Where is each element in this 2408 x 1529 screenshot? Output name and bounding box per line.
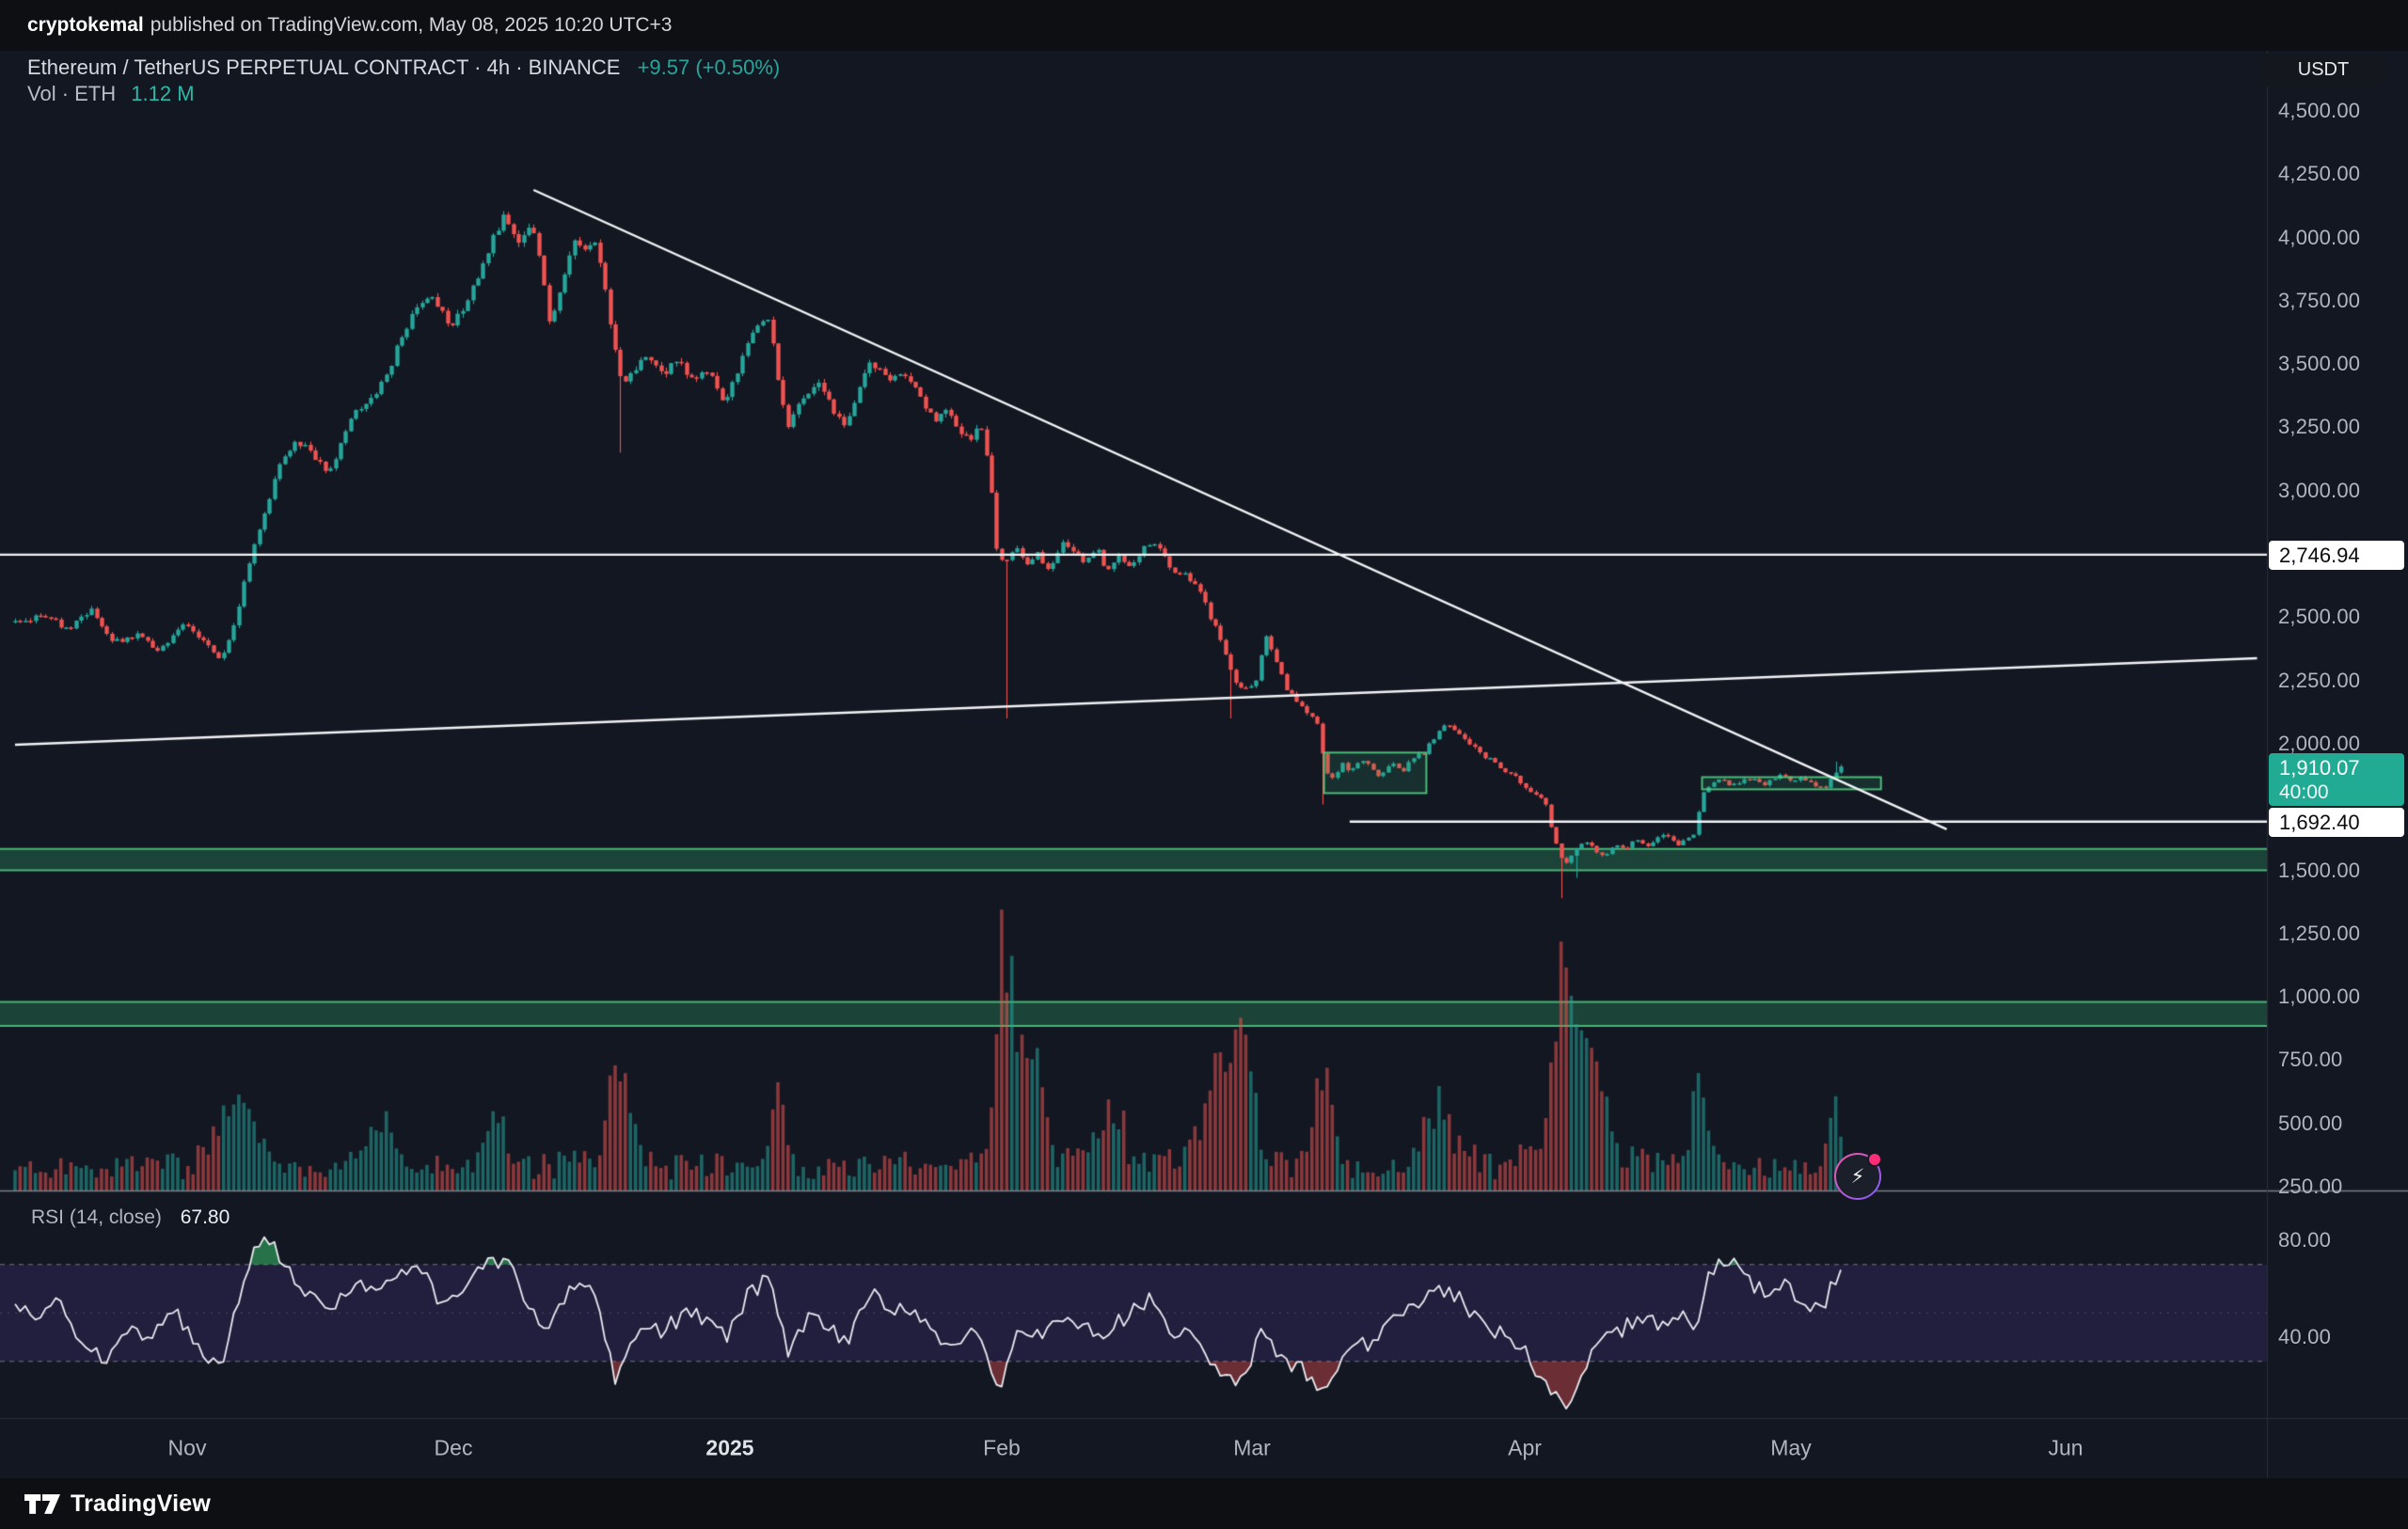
- last-price-value: 1,910.07: [2279, 756, 2360, 780]
- price-tick-1000: 1,000.00: [2278, 985, 2361, 1009]
- tradingview-brand[interactable]: TradingView: [71, 1490, 212, 1517]
- symbol-title: Ethereum / TetherUS PERPETUAL CONTRACT ·…: [27, 55, 621, 79]
- ideas-flash-button[interactable]: ⚡: [1834, 1152, 1882, 1200]
- level-price-label-support: 1,692.40: [2269, 807, 2404, 837]
- volume-label: Vol · ETH: [27, 82, 117, 105]
- price-tick-2500: 2,500.00: [2278, 605, 2361, 629]
- level-price-label-resistance: 2,746.94: [2269, 540, 2404, 570]
- time-tick-Dec: Dec: [434, 1435, 473, 1460]
- price-scale[interactable]: 2,746.94 1,692.40 1,910.07 40:00 4,500.0…: [2267, 51, 2408, 1478]
- last-price-label: 1,910.07 40:00: [2269, 753, 2404, 807]
- time-tick-Nov: Nov: [167, 1435, 207, 1460]
- price-tick-1250: 1,250.00: [2278, 921, 2361, 945]
- price-tick-2250: 2,250.00: [2278, 668, 2361, 692]
- price-tick-3250: 3,250.00: [2278, 415, 2361, 439]
- rsi-legend: RSI (14, close) 67.80: [31, 1206, 230, 1229]
- time-tick-Jun: Jun: [2048, 1435, 2083, 1460]
- time-tick-Mar: Mar: [1233, 1435, 1271, 1460]
- price-tick-2000: 2,000.00: [2278, 731, 2361, 755]
- price-tick-3500: 3,500.00: [2278, 352, 2361, 376]
- notification-dot: [1867, 1152, 1882, 1167]
- bar-countdown: 40:00: [2279, 781, 2329, 804]
- symbol-legend: Ethereum / TetherUS PERPETUAL CONTRACT ·…: [27, 55, 780, 107]
- price-tick-4000: 4,000.00: [2278, 225, 2361, 249]
- price-tick-750: 750.00: [2278, 1048, 2343, 1072]
- footer-bar: TradingView: [0, 1478, 2408, 1529]
- lightning-icon: ⚡: [1850, 1165, 1865, 1188]
- rsi-value: 67.80: [180, 1206, 230, 1228]
- price-tick-4250: 4,250.00: [2278, 162, 2361, 186]
- volume-value: 1.12 M: [131, 82, 195, 105]
- price-change: +9.57 (+0.50%): [637, 55, 781, 79]
- rsi-title: RSI (14, close): [31, 1206, 162, 1228]
- rsi-tick-80: 80.00: [2278, 1228, 2332, 1252]
- price-tick-1500: 1,500.00: [2278, 858, 2361, 882]
- currency-button[interactable]: USDT: [2261, 54, 2385, 87]
- time-tick-2025: 2025: [705, 1435, 754, 1460]
- price-tick-500: 500.00: [2278, 1111, 2343, 1135]
- publish-info: published on TradingView.com, May 08, 20…: [150, 14, 673, 36]
- publish-bar: cryptokemal published on TradingView.com,…: [0, 0, 2408, 51]
- price-tick-3000: 3,000.00: [2278, 478, 2361, 502]
- price-tick-3750: 3,750.00: [2278, 288, 2361, 312]
- rsi-tick-40: 40.00: [2278, 1325, 2332, 1348]
- tradingview-logo-icon[interactable]: [24, 1493, 60, 1515]
- time-tick-Feb: Feb: [983, 1435, 1021, 1460]
- price-tick-4500: 4,500.00: [2278, 99, 2361, 122]
- time-tick-May: May: [1770, 1435, 1812, 1460]
- time-tick-Apr: Apr: [1508, 1435, 1542, 1460]
- publisher-username: cryptokemal: [27, 14, 144, 36]
- time-axis[interactable]: Nov Dec 2025 Feb Mar Apr May Jun: [0, 1418, 2267, 1478]
- price-tick-250: 250.00: [2278, 1174, 2343, 1198]
